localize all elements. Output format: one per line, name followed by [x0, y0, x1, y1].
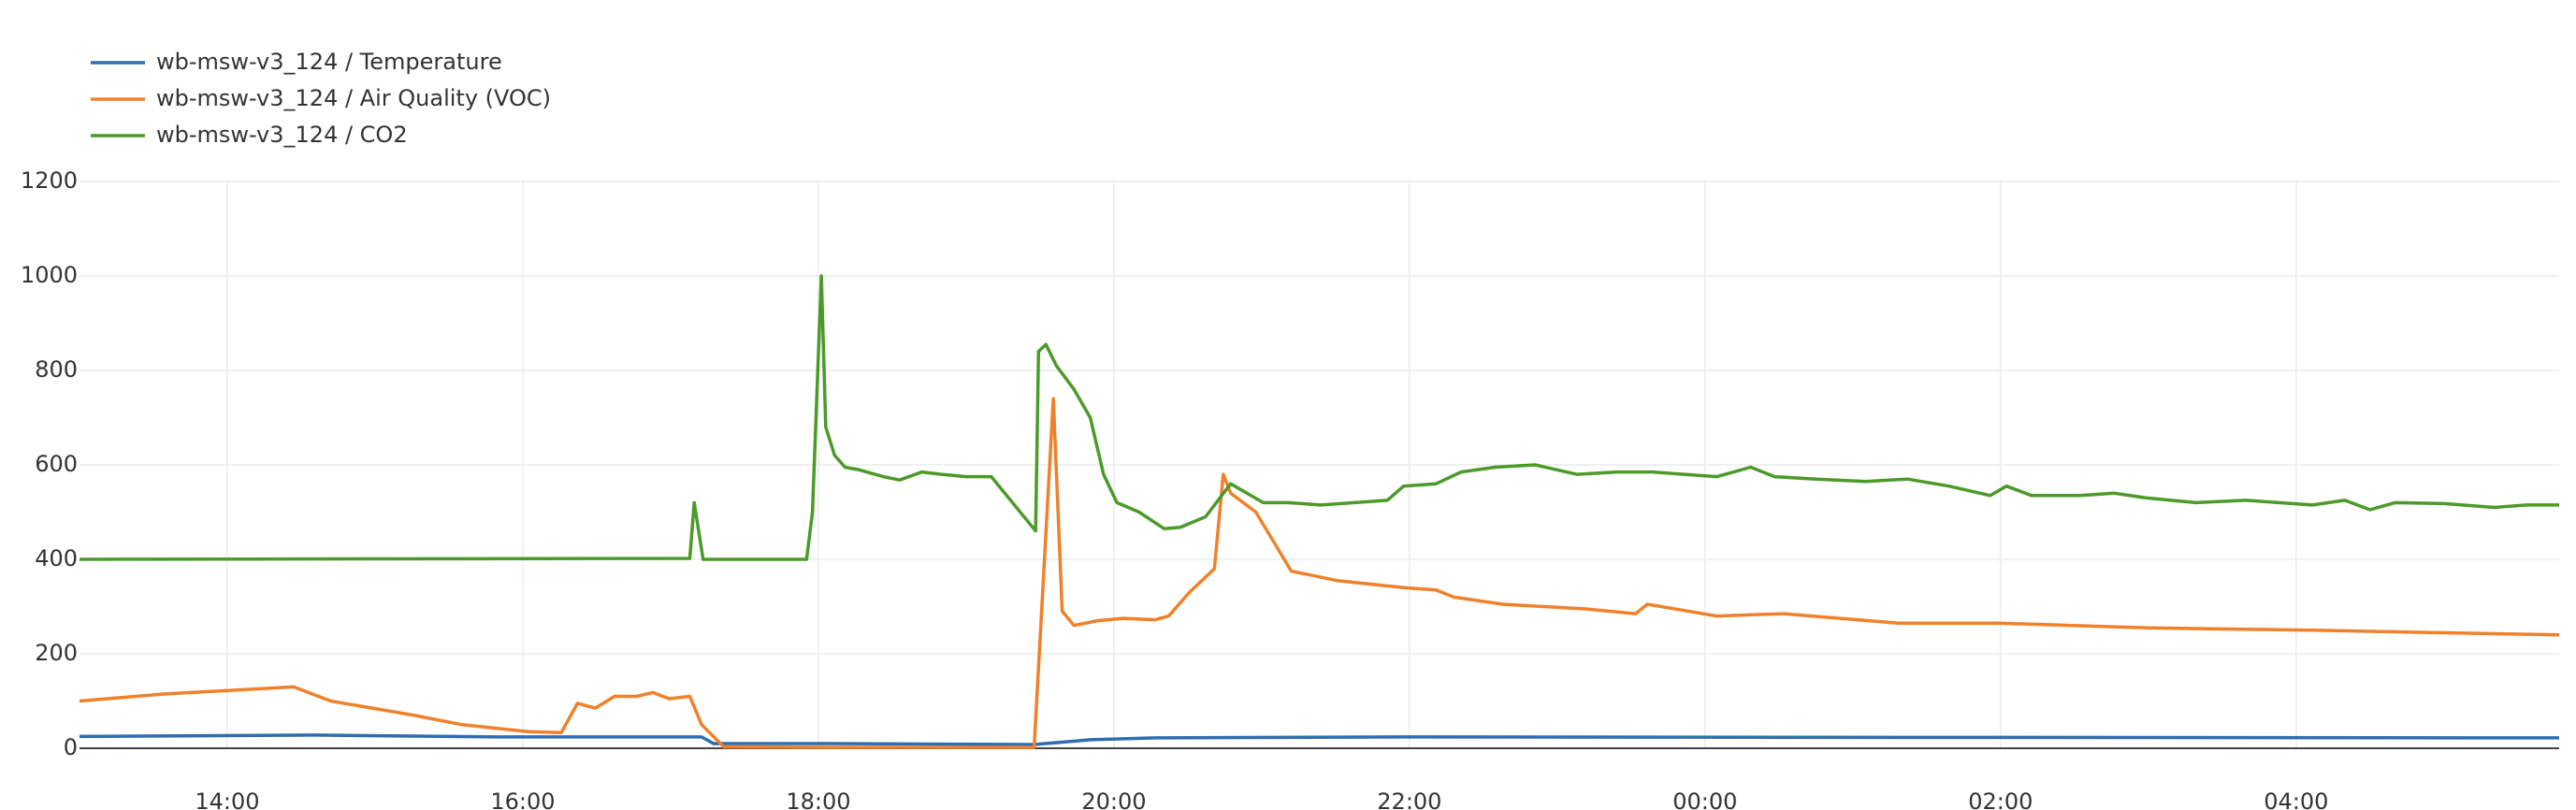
x-tick-label: 18:00 — [786, 788, 850, 810]
x-tick-label: 20:00 — [1081, 788, 1146, 810]
x-tick-label: 04:00 — [2264, 788, 2328, 810]
legend-label[interactable]: wb-msw-v3_124 / Temperature — [156, 49, 502, 75]
y-tick-label: 200 — [35, 640, 78, 666]
x-tick-label: 02:00 — [1968, 788, 2033, 810]
legend-label[interactable]: wb-msw-v3_124 / CO2 — [156, 122, 408, 148]
x-tick-label: 16:00 — [490, 788, 555, 810]
y-tick-label: 800 — [35, 356, 78, 383]
y-tick-label: 1000 — [21, 262, 78, 288]
y-tick-label: 1200 — [21, 167, 78, 194]
series-line — [79, 733, 2560, 746]
y-tick-label: 600 — [35, 451, 78, 477]
y-tick-label: 400 — [35, 545, 78, 571]
series-line — [79, 274, 2559, 561]
legend-label[interactable]: wb-msw-v3_124 / Air Quality (VOC) — [156, 85, 551, 111]
y-tick-label: 0 — [64, 734, 78, 760]
series-line — [79, 397, 2560, 749]
x-tick-label: 14:00 — [195, 788, 259, 810]
x-tick-label: 00:00 — [1672, 788, 1737, 810]
x-tick-label: 22:00 — [1377, 788, 1441, 810]
